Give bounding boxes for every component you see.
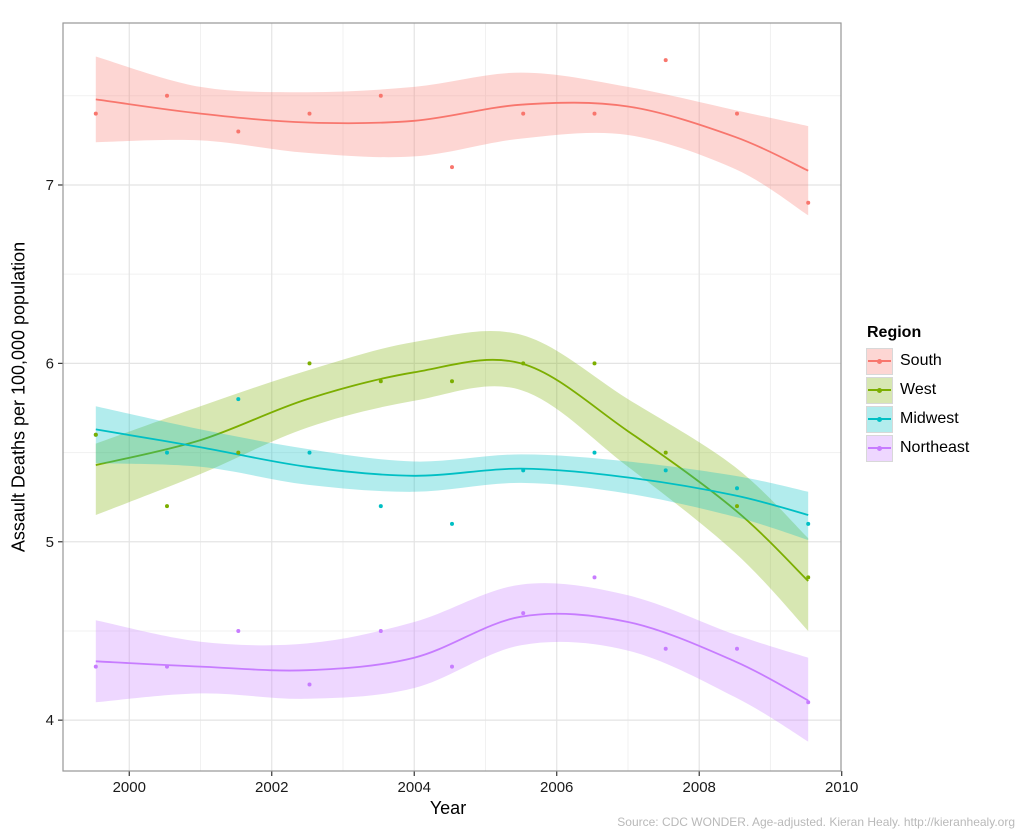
data-point bbox=[806, 200, 811, 205]
legend-item-south: South bbox=[866, 347, 969, 375]
data-point bbox=[236, 629, 241, 633]
legend: Region South West Midwest Northeast bbox=[866, 324, 969, 463]
legend-key-dot bbox=[877, 416, 882, 422]
data-point bbox=[236, 450, 241, 455]
data-point bbox=[735, 486, 739, 491]
data-point bbox=[378, 629, 383, 633]
x-axis-title: Year bbox=[429, 798, 467, 818]
data-point bbox=[663, 450, 668, 455]
legend-item-west: West bbox=[866, 376, 969, 404]
legend-items: South West Midwest Northeast bbox=[866, 347, 969, 462]
points-south bbox=[93, 58, 811, 205]
axes: 2000 2002 2004 2006 2008 2010 4 5 6 7 bbox=[46, 177, 859, 796]
data-point bbox=[592, 361, 597, 366]
legend-title: Region bbox=[867, 324, 922, 341]
data-point bbox=[735, 111, 739, 116]
x-tick-label: 2006 bbox=[540, 779, 573, 796]
data-point bbox=[93, 111, 98, 116]
smooth-line-west bbox=[95, 358, 809, 582]
band-south bbox=[95, 56, 809, 216]
data-point bbox=[307, 361, 312, 366]
data-point bbox=[806, 700, 811, 705]
legend-key-icon bbox=[866, 405, 893, 433]
band-west bbox=[95, 331, 809, 631]
legend-item-label: Northeast bbox=[900, 439, 970, 456]
data-point bbox=[165, 664, 169, 669]
legend-item-midwest: Midwest bbox=[866, 405, 969, 433]
data-point bbox=[592, 450, 597, 455]
data-point bbox=[450, 379, 454, 384]
legend-key-dot bbox=[877, 358, 882, 364]
panel-border bbox=[62, 22, 842, 772]
points-west bbox=[93, 361, 811, 580]
points-northeast bbox=[93, 575, 811, 705]
data-point bbox=[450, 664, 454, 669]
data-point bbox=[307, 111, 312, 116]
data-point bbox=[165, 504, 169, 509]
data-point bbox=[236, 397, 241, 402]
y-tick-label: 5 bbox=[46, 534, 54, 551]
x-tick-label: 2000 bbox=[113, 779, 146, 796]
x-tick-label: 2008 bbox=[683, 779, 716, 796]
data-point bbox=[592, 111, 597, 116]
legend-item-label: South bbox=[900, 352, 942, 369]
legend-key-dot bbox=[877, 387, 882, 393]
legend-item-label: Midwest bbox=[900, 410, 959, 427]
y-tick-label: 6 bbox=[46, 355, 54, 372]
data-point bbox=[806, 521, 811, 526]
smooth-line-midwest bbox=[95, 428, 809, 516]
data-point bbox=[450, 165, 454, 170]
legend-key-icon bbox=[866, 347, 893, 375]
legend-item-label: West bbox=[900, 381, 937, 398]
y-tick-label: 4 bbox=[46, 712, 54, 729]
x-tick-label: 2004 bbox=[398, 779, 431, 796]
points-midwest bbox=[93, 397, 811, 526]
data-point bbox=[307, 450, 312, 455]
band-northeast bbox=[95, 583, 809, 742]
y-tick-label: 7 bbox=[46, 177, 54, 194]
legend-key-icon bbox=[866, 434, 893, 462]
y-axis-title: Assault Deaths per 100,000 population bbox=[8, 241, 29, 553]
x-tick-label: 2002 bbox=[255, 779, 288, 796]
data-point bbox=[450, 521, 454, 526]
data-point bbox=[93, 432, 98, 437]
data-point bbox=[165, 93, 169, 98]
data-point bbox=[521, 111, 526, 116]
data-point bbox=[378, 504, 383, 509]
x-tick-label: 2010 bbox=[825, 779, 858, 796]
data-point bbox=[663, 468, 668, 473]
legend-key-dot bbox=[877, 445, 882, 451]
data-point bbox=[521, 361, 526, 366]
legend-key-icon bbox=[866, 376, 893, 404]
data-point bbox=[307, 682, 312, 687]
data-point bbox=[735, 504, 739, 509]
data-point bbox=[521, 468, 526, 473]
data-point bbox=[592, 575, 597, 580]
data-point bbox=[378, 93, 383, 98]
data-point bbox=[663, 646, 668, 651]
smooth-line-northeast bbox=[95, 612, 809, 702]
data-point bbox=[735, 646, 739, 651]
legend-item-northeast: Northeast bbox=[866, 434, 969, 462]
data-point bbox=[236, 129, 241, 134]
data-point bbox=[806, 575, 811, 580]
data-point bbox=[93, 664, 98, 669]
data-point bbox=[663, 58, 668, 63]
data-point bbox=[521, 611, 526, 616]
data-point bbox=[378, 379, 383, 384]
data-point bbox=[165, 450, 169, 455]
source-credit: Source: CDC WONDER. Age-adjusted. Kieran… bbox=[617, 815, 1015, 829]
smooth-line-south bbox=[95, 98, 809, 172]
